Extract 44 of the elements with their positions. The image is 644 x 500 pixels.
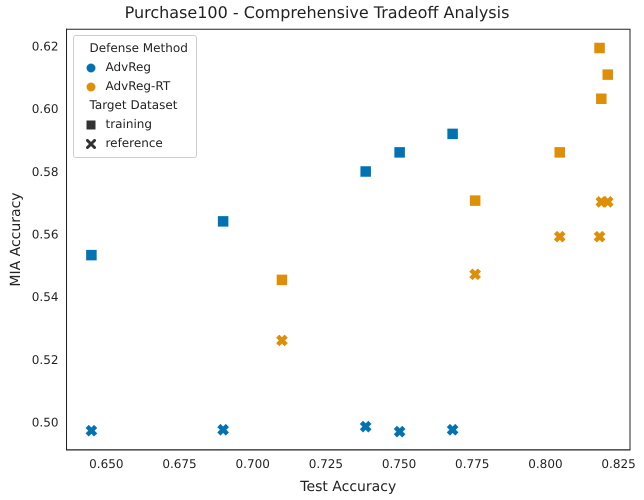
legend-label: AdvReg-RT xyxy=(106,78,170,96)
point xyxy=(275,334,288,347)
y-tick-label: 0.50 xyxy=(32,416,59,430)
x-tick-label: 0.675 xyxy=(162,457,197,472)
annotation: Target Dataset xyxy=(88,97,178,114)
point xyxy=(554,146,566,158)
point xyxy=(84,424,98,438)
point xyxy=(276,274,288,286)
point xyxy=(446,423,460,436)
point xyxy=(468,268,482,281)
y-tick-label: 0.60 xyxy=(32,102,59,116)
x-tick-label: 0.725 xyxy=(308,457,344,472)
y-tick-label: 0.52 xyxy=(32,352,59,367)
annotation: reference xyxy=(106,135,163,152)
y-axis-title: MIA Accuracy xyxy=(8,192,24,287)
legend-title: Defense Method xyxy=(88,40,188,58)
annotation: training xyxy=(106,116,152,134)
x-tick-label: 0.650 xyxy=(89,457,124,472)
point xyxy=(216,423,230,436)
x-tick-label: 0.750 xyxy=(382,457,416,472)
point xyxy=(553,230,566,244)
point xyxy=(593,230,606,244)
point xyxy=(446,128,459,140)
point xyxy=(217,215,230,228)
x-tick-label: 0.800 xyxy=(528,457,563,472)
y-tick-label: 0.62 xyxy=(32,40,59,54)
point xyxy=(602,68,614,81)
legend-label: AdvReg xyxy=(106,59,152,76)
point xyxy=(594,42,606,54)
y-tick-label: 0.58 xyxy=(32,164,59,179)
point xyxy=(393,425,406,438)
point xyxy=(469,194,482,207)
chart-title: Purchase100 - Comprehensive Tradeoff Analysis xyxy=(124,2,510,22)
point xyxy=(85,249,98,262)
point xyxy=(360,165,372,178)
x-tick-label: 0.825 xyxy=(601,457,636,472)
x-axis-title: Test Accuracy xyxy=(299,479,396,496)
x-tick-label: 0.775 xyxy=(455,457,490,472)
point xyxy=(394,146,406,158)
y-tick-label: 0.54 xyxy=(32,290,59,304)
y-tick-label: 0.56 xyxy=(32,228,59,242)
point xyxy=(359,420,372,434)
point xyxy=(595,92,608,105)
x-tick-label: 0.700 xyxy=(236,457,270,472)
